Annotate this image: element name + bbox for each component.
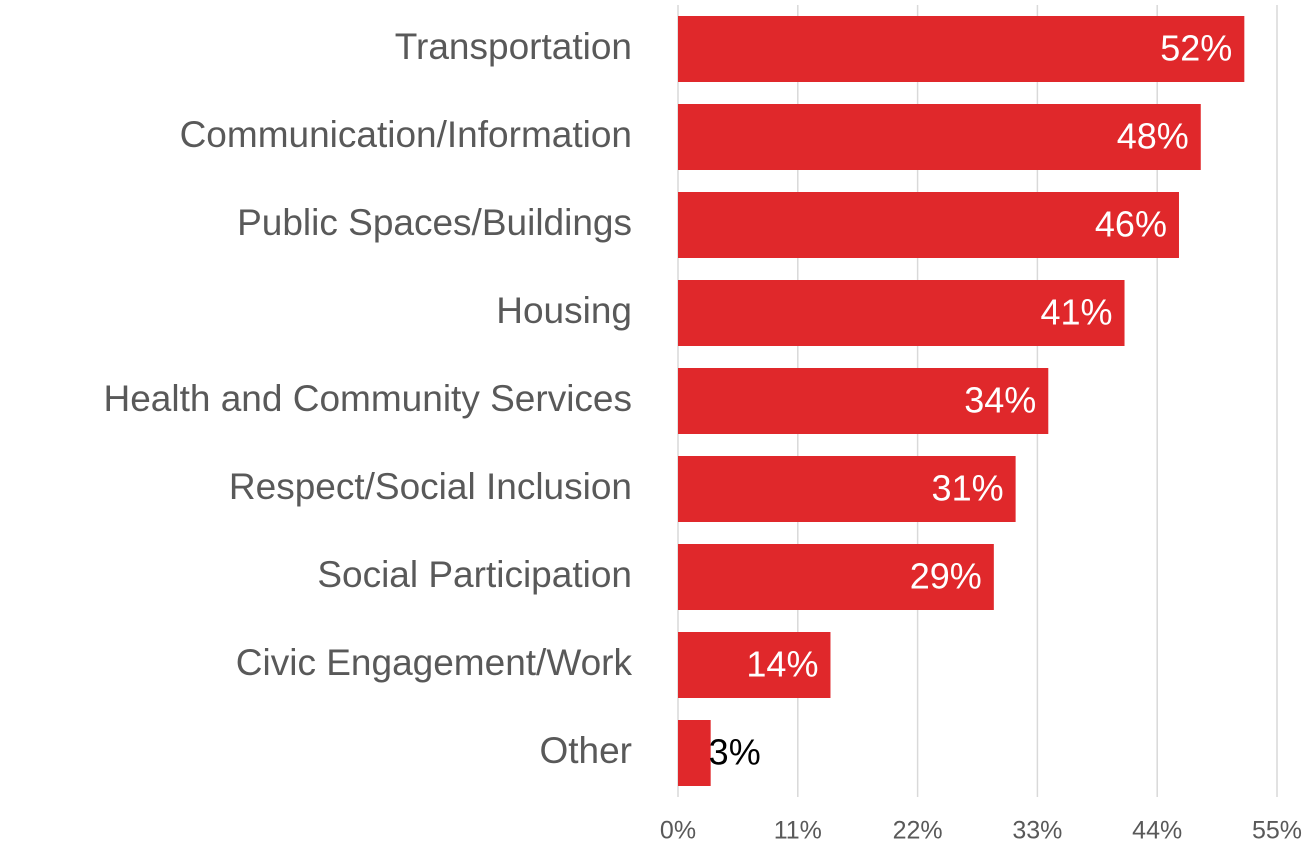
x-tick-label: 55% — [1252, 817, 1302, 845]
category-label: Civic Engagement/Work — [236, 642, 633, 683]
value-label: 3% — [709, 732, 761, 773]
value-label: 52% — [1160, 28, 1232, 69]
x-tick-label: 33% — [1012, 817, 1062, 845]
category-label: Public Spaces/Buildings — [237, 202, 632, 243]
bar — [678, 104, 1201, 170]
bar — [678, 16, 1245, 82]
x-tick-label: 0% — [660, 817, 696, 845]
value-label: 41% — [1040, 292, 1112, 333]
x-tick-label: 44% — [1132, 817, 1182, 845]
value-label: 46% — [1095, 204, 1167, 245]
category-label: Health and Community Services — [104, 378, 633, 419]
x-tick-label: 11% — [774, 817, 822, 845]
bar — [678, 192, 1179, 258]
category-label: Transportation — [395, 26, 632, 67]
value-label: 14% — [746, 644, 818, 685]
value-label: 29% — [910, 556, 982, 597]
bar — [678, 280, 1125, 346]
value-label: 48% — [1117, 116, 1189, 157]
category-label: Social Participation — [317, 554, 632, 595]
value-label: 31% — [932, 468, 1004, 509]
category-label: Housing — [496, 290, 632, 331]
category-label: Communication/Information — [180, 114, 632, 155]
x-tick-label: 22% — [893, 817, 943, 845]
category-label: Other — [539, 730, 632, 771]
category-label: Respect/Social Inclusion — [229, 466, 632, 507]
bar — [678, 368, 1049, 434]
bar — [678, 720, 711, 786]
bar — [678, 632, 831, 698]
bar — [678, 544, 994, 610]
value-label: 34% — [964, 380, 1036, 421]
bar — [678, 456, 1016, 522]
